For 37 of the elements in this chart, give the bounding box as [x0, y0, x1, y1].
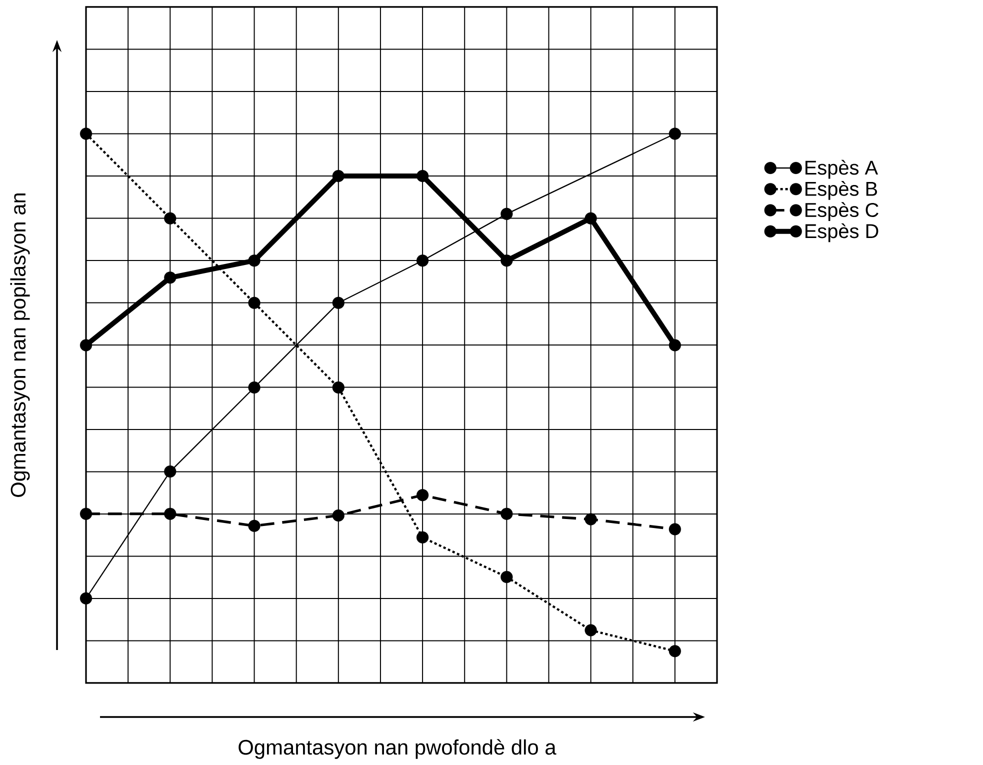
point [164, 465, 176, 478]
point [416, 254, 429, 267]
point [500, 208, 513, 220]
point [164, 272, 176, 284]
point [500, 254, 513, 267]
point [80, 508, 92, 520]
point [332, 296, 344, 309]
legend-label: Espès B [806, 181, 877, 200]
point [668, 523, 681, 536]
point [332, 170, 344, 182]
legend-label: Espès A [806, 160, 878, 179]
point [80, 128, 92, 140]
point [80, 339, 92, 352]
point [164, 212, 176, 224]
point [80, 592, 92, 604]
point [416, 531, 429, 544]
point [584, 212, 597, 224]
point [584, 513, 597, 526]
legend-label: Espès D [806, 223, 878, 242]
point [668, 339, 681, 352]
point [332, 509, 344, 522]
point [500, 570, 513, 584]
point [668, 645, 681, 658]
point [248, 381, 260, 394]
point [332, 381, 344, 394]
point [500, 508, 513, 520]
point [248, 254, 260, 267]
point [248, 520, 260, 532]
point [584, 624, 597, 636]
y-axis-title: Ogmantasyon nan popilasyon an [10, 193, 30, 497]
point [416, 170, 429, 182]
legend-label: Espès C [806, 202, 878, 221]
x-axis-title: Ogmantasyon nan pwofondè dlo a [238, 739, 556, 759]
point [668, 128, 681, 140]
point [248, 296, 260, 309]
point [164, 508, 176, 520]
point [416, 489, 429, 502]
